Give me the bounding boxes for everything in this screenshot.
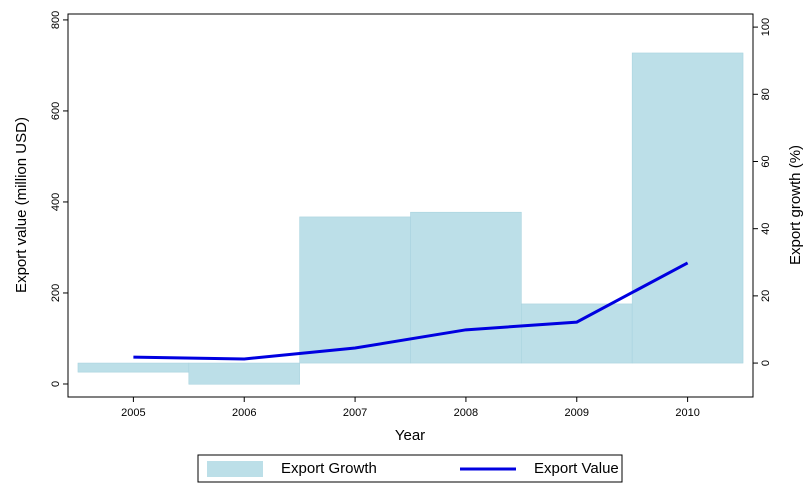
y2-tick-label: 80 — [760, 88, 772, 100]
y-tick-label: 400 — [50, 193, 62, 211]
y2-tick-label: 40 — [760, 223, 772, 235]
y-tick-label: 0 — [50, 381, 62, 387]
bar — [410, 211, 522, 364]
x-tick-label: 2008 — [454, 407, 478, 419]
y-tick-label: 800 — [50, 11, 62, 29]
legend-box — [197, 454, 623, 483]
legend-label: Export Growth — [281, 460, 377, 477]
y2-tick-label: 100 — [760, 18, 772, 36]
legend-label: Export Value — [534, 460, 619, 477]
y-tick-label: 600 — [50, 102, 62, 120]
line — [133, 261, 689, 361]
bar — [188, 362, 300, 385]
bar — [299, 216, 411, 364]
y2-tick-label: 20 — [760, 290, 772, 302]
x-tick-label: 2005 — [121, 407, 145, 419]
bar — [77, 362, 190, 373]
y-tick-label: 200 — [50, 284, 62, 302]
x-tick-label: 2009 — [565, 407, 589, 419]
y2-tick-label: 60 — [760, 155, 772, 167]
bar — [631, 52, 744, 364]
x-axis-label: Year — [395, 427, 425, 444]
x-tick-label: 2010 — [675, 407, 699, 419]
y-axis-label: Export value (million USD) — [13, 117, 30, 293]
y2-tick-label: 0 — [760, 360, 772, 366]
x-tick-label: 2006 — [232, 407, 256, 419]
y2-axis-label: Export growth (%) — [787, 145, 804, 265]
x-tick-label: 2007 — [343, 407, 367, 419]
legend-swatch — [207, 461, 263, 477]
plot-frame — [67, 13, 754, 398]
bar — [521, 303, 633, 364]
